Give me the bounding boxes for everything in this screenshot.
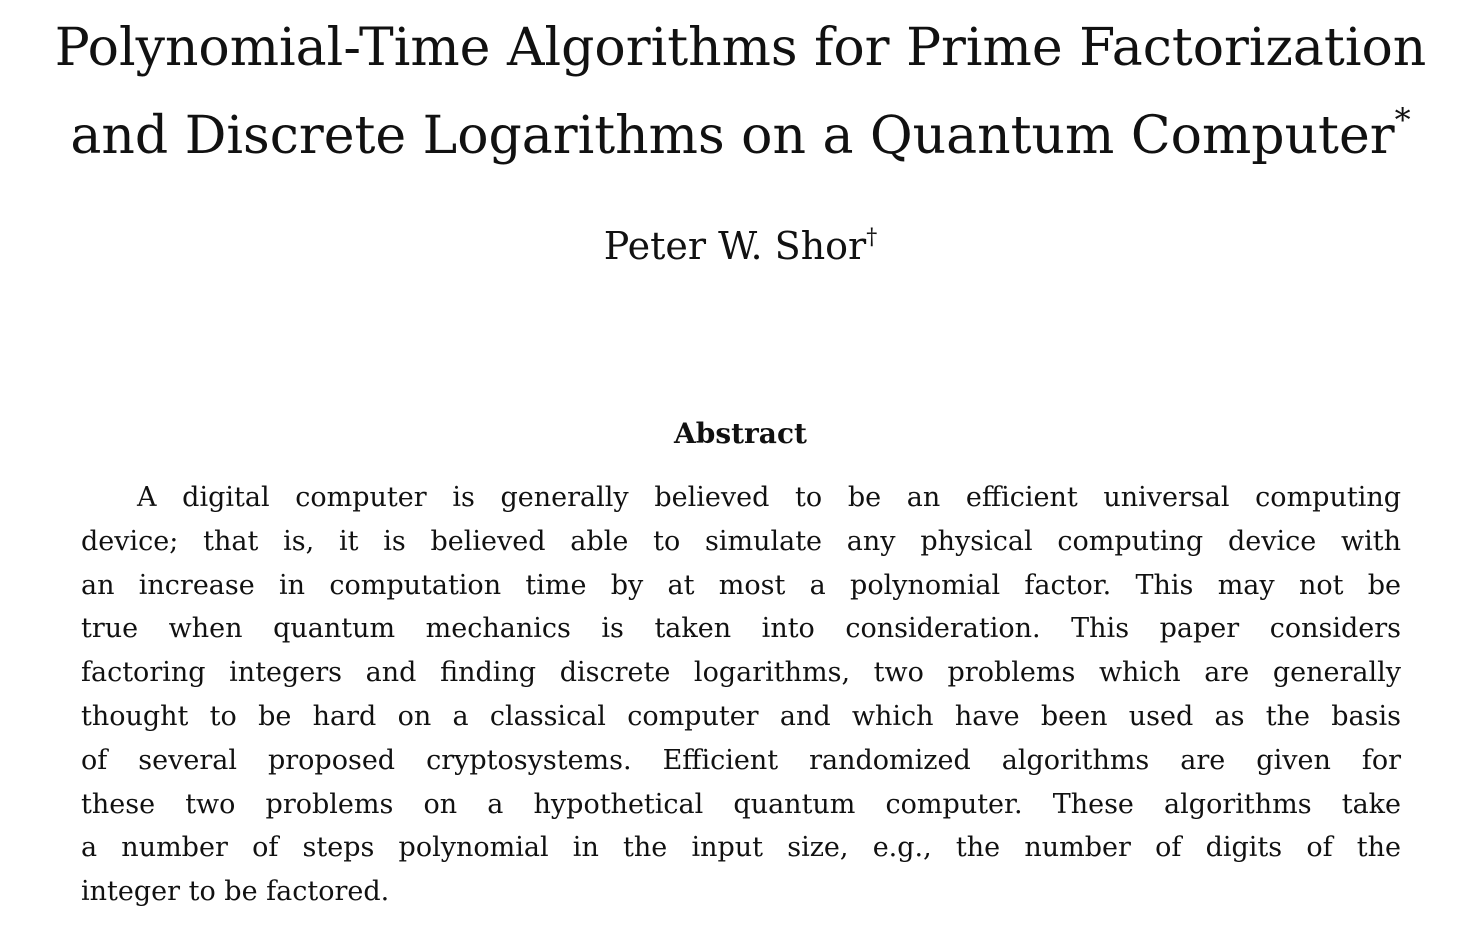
- title-footnote-mark: *: [1394, 101, 1411, 139]
- abstract-line: integer to be factored.: [81, 876, 390, 908]
- abstract-body: A digital computer is generally believed…: [81, 476, 1401, 914]
- author-name: Peter W. Shor: [603, 224, 867, 268]
- abstract-line: true when quantum mechanics is taken int…: [81, 613, 1401, 645]
- abstract-heading: Abstract: [674, 417, 807, 450]
- author-line: Peter W. Shor†: [0, 218, 1481, 274]
- abstract-line: A digital computer is generally believed…: [137, 482, 1401, 513]
- abstract-line: these two problems on a hypothetical qua…: [81, 788, 1401, 820]
- title-line-2: and Discrete Logarithms on a Quantum Com…: [0, 92, 1481, 180]
- title-line-2-text: and Discrete Logarithms on a Quantum Com…: [70, 106, 1395, 166]
- title-line-1: Polynomial-Time Algorithms for Prime Fac…: [54, 18, 1427, 78]
- abstract-line: an increase in computation time by at mo…: [81, 569, 1401, 601]
- paper-title: Polynomial-Time Algorithms for Prime Fac…: [0, 4, 1481, 180]
- author-footnote-mark: †: [866, 225, 878, 250]
- abstract-line: device; that is, it is believed able to …: [81, 525, 1401, 557]
- abstract-line: a number of steps polynomial in the inpu…: [81, 832, 1401, 864]
- abstract-line: factoring integers and finding discrete …: [81, 657, 1401, 689]
- abstract-line: thought to be hard on a classical comput…: [81, 700, 1401, 732]
- abstract-line: of several proposed cryptosystems. Effic…: [81, 744, 1401, 776]
